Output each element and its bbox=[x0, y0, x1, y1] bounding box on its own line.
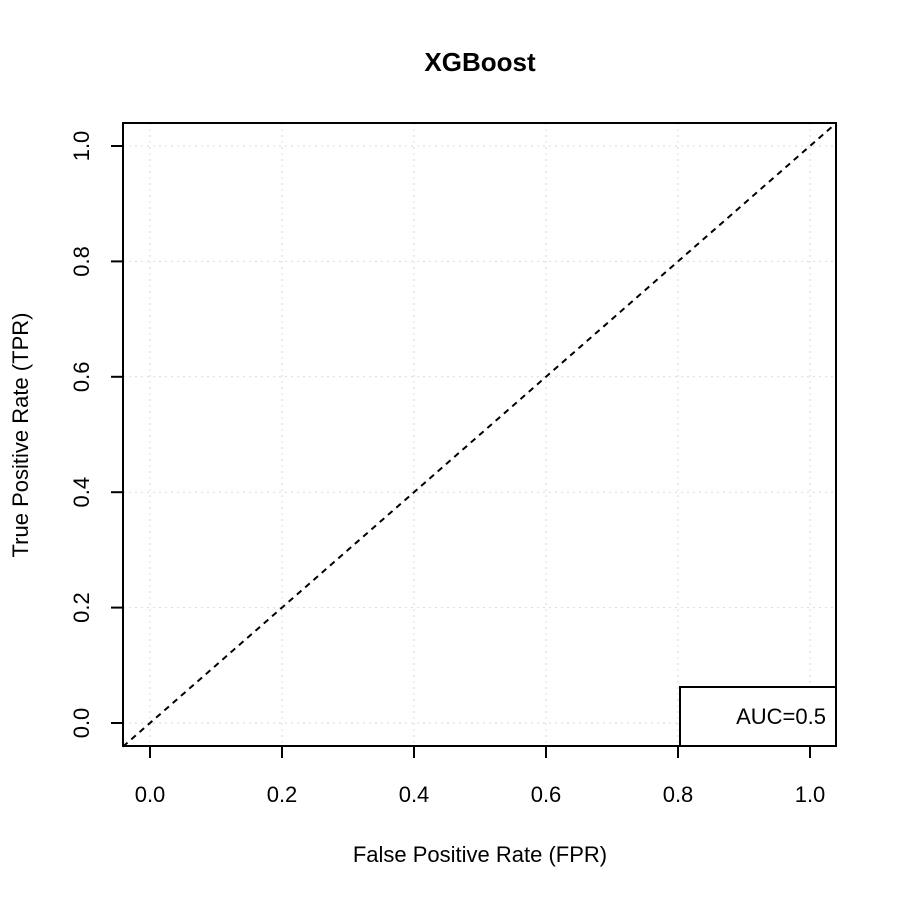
plot-frame bbox=[122, 122, 837, 747]
y-axis: 0.0 0.2 0.4 0.6 0.8 1.0 bbox=[69, 131, 123, 739]
legend-text: AUC=0.5 bbox=[736, 704, 826, 729]
series-line bbox=[122, 122, 837, 748]
x-tick-label: 0.0 bbox=[135, 782, 166, 807]
x-axis: 0.0 0.2 0.4 0.6 0.8 1.0 bbox=[135, 746, 826, 807]
y-tick-label: 0.8 bbox=[69, 246, 94, 277]
chart-title: XGBoost bbox=[424, 47, 536, 77]
x-tick-label: 0.8 bbox=[663, 782, 694, 807]
y-tick-label: 0.2 bbox=[69, 592, 94, 623]
x-tick-label: 1.0 bbox=[795, 782, 826, 807]
y-tick-label: 1.0 bbox=[69, 131, 94, 162]
y-tick-label: 0.0 bbox=[69, 708, 94, 739]
legend: AUC=0.5 bbox=[679, 686, 837, 747]
y-tick-label: 0.6 bbox=[69, 362, 94, 393]
y-axis-label: True Positive Rate (TPR) bbox=[8, 313, 33, 558]
series-layer bbox=[122, 122, 837, 748]
x-tick-label: 0.4 bbox=[399, 782, 430, 807]
x-tick-label: 0.2 bbox=[267, 782, 298, 807]
x-tick-label: 0.6 bbox=[531, 782, 562, 807]
y-tick-label: 0.4 bbox=[69, 477, 94, 508]
legend-box bbox=[679, 686, 837, 747]
x-axis-label: False Positive Rate (FPR) bbox=[353, 842, 607, 867]
